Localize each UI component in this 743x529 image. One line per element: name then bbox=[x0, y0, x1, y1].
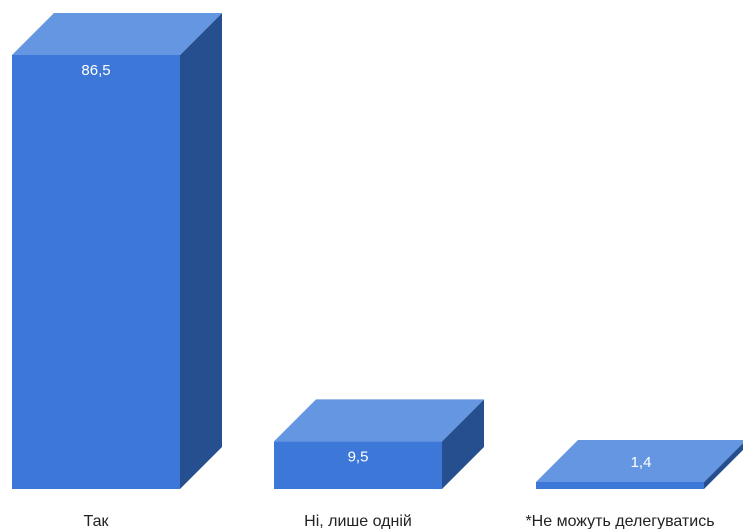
bar-top-face-ni-lyshe-odnii bbox=[274, 399, 484, 442]
bar-top-face-tak bbox=[12, 13, 222, 55]
bar-tak bbox=[12, 13, 222, 489]
x-tick-label-ne-mozhut-delehuvatys: *Не можуть делегуватись bbox=[525, 513, 714, 529]
value-labels-group: 86,5 9,5 1,4 bbox=[81, 62, 651, 471]
bar-front-face-ni-lyshe-odnii bbox=[274, 441, 442, 489]
bar-side-face-tak bbox=[180, 13, 222, 489]
bars-group bbox=[12, 13, 743, 489]
bar-top-face-ne-mozhut-delehuvatys bbox=[536, 439, 743, 482]
bar-front-face-tak bbox=[12, 55, 180, 489]
bar-ni-lyshe-odnii bbox=[274, 399, 484, 489]
bar-value-label-tak: 86,5 bbox=[81, 62, 110, 79]
bar-value-label-ni-lyshe-odnii: 9,5 bbox=[348, 448, 369, 465]
x-tick-label-tak: Так bbox=[84, 513, 110, 529]
x-axis-tick-labels: Так Ні, лише одній *Не можуть делегувати… bbox=[84, 513, 715, 529]
bar-value-label-ne-mozhut-delehuvatys: 1,4 bbox=[631, 454, 652, 471]
bar-side-face-ni-lyshe-odnii bbox=[442, 399, 484, 489]
bar-ne-mozhut-delehuvatys bbox=[536, 439, 743, 489]
x-tick-label-ni-lyshe-odnii: Ні, лише одній bbox=[304, 513, 412, 529]
bar-front-face-ne-mozhut-delehuvatys bbox=[536, 481, 704, 489]
bar-side-face-ne-mozhut-delehuvatys bbox=[704, 442, 743, 489]
